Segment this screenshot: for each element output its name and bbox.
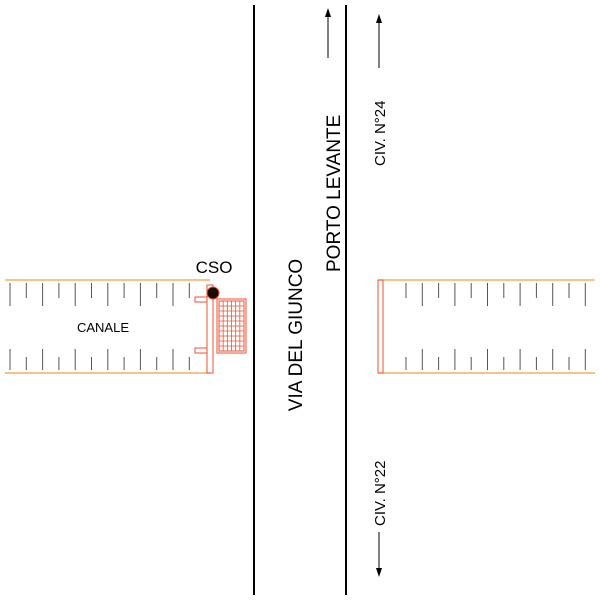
cso-structure [194,284,247,374]
cso-grate-frame [216,298,247,354]
cso-label: CSO [196,258,233,277]
canale-label: CANALE [77,320,129,335]
cso-grate-mesh [219,301,244,351]
cso-pipe-bottom [194,347,208,354]
civic-south-label: CIV. N°22 [372,461,389,526]
canal-east-headwall [377,279,384,374]
civic-south-arrow-icon [376,568,382,577]
cso-wall [206,284,214,374]
civic-north-label: CIV. N°24 [372,101,389,166]
civic-north-arrow-icon [376,14,382,23]
cso-pipe-top [194,296,208,303]
cso-manhole-icon [206,286,220,300]
direction-arrow-icon [325,8,331,17]
canal-bank-ticks [9,283,586,370]
direction-label: PORTO LEVANTE [324,115,345,272]
road-name-label: VIA DEL GIUNCO [286,259,307,411]
